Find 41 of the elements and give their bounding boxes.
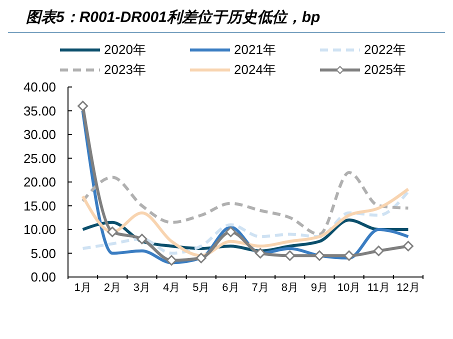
legend-label: 2023年: [104, 61, 146, 79]
point: [107, 226, 118, 238]
point: [284, 250, 296, 261]
x-tick-label: 9月: [310, 282, 328, 294]
y-tick-label: 35.00: [23, 103, 56, 118]
legend-label: 2020年: [104, 41, 146, 59]
point: [314, 250, 325, 261]
x-tick-label: 8月: [281, 282, 298, 294]
legend-label: 2022年: [364, 41, 406, 59]
y-tick-label: 40.00: [23, 80, 56, 94]
x-tick-label: 5月: [192, 282, 210, 294]
x-tick-label: 12月: [396, 282, 420, 294]
x-tick-label: 1月: [74, 282, 92, 294]
point: [166, 255, 177, 266]
legend-label: 2024年: [234, 61, 276, 79]
y-tick-label: 30.00: [23, 127, 56, 142]
line-series: [81, 171, 410, 236]
legend-label: 2025年: [364, 61, 406, 79]
point: [136, 234, 148, 244]
point: [255, 248, 266, 258]
x-tick-label: 7月: [252, 282, 269, 294]
y-tick-label: 0.00: [30, 270, 56, 284]
y-tick-label: 20.00: [23, 174, 56, 190]
legend-label: 2021年: [234, 41, 276, 59]
y-tick-label: 25.00: [23, 150, 56, 166]
point: [344, 250, 354, 261]
point: [373, 246, 384, 256]
chart-title: 图表5：R001-DR001利差位于历史低位，bp: [8, 8, 445, 33]
x-tick-label: 3月: [133, 282, 151, 294]
point: [225, 226, 236, 238]
y-tick-label: 10.00: [23, 222, 56, 237]
x-tick-label: 4月: [162, 282, 180, 294]
x-tick-label: 6月: [222, 282, 240, 294]
x-tick-label: 2月: [104, 282, 121, 294]
x-tick-label: 10月: [337, 282, 361, 294]
point: [78, 100, 88, 112]
point: [402, 240, 414, 252]
y-tick-label: 15.00: [23, 198, 56, 214]
y-tick-label: 5.00: [30, 246, 56, 261]
point: [196, 252, 206, 264]
x-tick-label: 11月: [367, 282, 390, 294]
